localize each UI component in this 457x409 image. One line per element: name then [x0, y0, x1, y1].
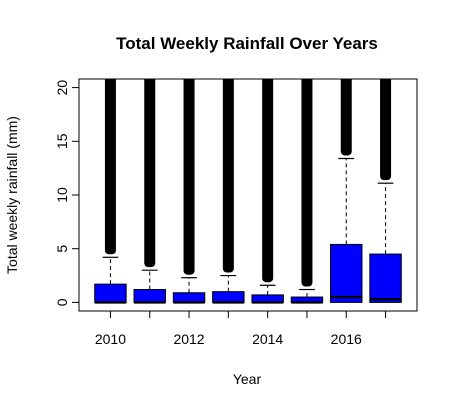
x-tick-label: 2012 — [173, 331, 204, 347]
x-tick-label: 2010 — [95, 331, 126, 347]
box-body-2012 — [172, 292, 206, 303]
box-2015 — [290, 79, 324, 304]
y-tick-label: 0 — [54, 298, 70, 306]
outlier-band-2016 — [340, 79, 352, 156]
plot-frame — [78, 78, 418, 312]
y-tick-label: 15 — [54, 133, 70, 149]
plot-area: 0 5 10 15 20 2010 2012 2014 2016 — [54, 78, 418, 347]
outlier-band-2017 — [380, 79, 392, 181]
box-body-2011 — [133, 289, 166, 303]
box-2014 — [251, 79, 284, 304]
outlier-band-2012 — [183, 79, 195, 275]
box-2011 — [133, 79, 166, 304]
box-body-2016 — [330, 243, 363, 303]
box-body-2010 — [94, 283, 127, 303]
outlier-band-2014 — [262, 79, 274, 283]
chart-title: Total Weekly Rainfall Over Years — [116, 34, 378, 53]
outlier-band-2013 — [222, 79, 234, 273]
box-2013 — [212, 79, 245, 304]
box-2012 — [172, 79, 206, 304]
box-body-2017 — [369, 253, 402, 303]
y-tick-label: 10 — [54, 187, 70, 203]
box-2016 — [330, 79, 363, 303]
outlier-band-2015 — [301, 79, 313, 287]
y-tick-label: 20 — [54, 80, 70, 96]
y-tick-label: 5 — [54, 245, 70, 253]
box-2010 — [94, 79, 127, 304]
y-axis-label: Total weekly rainfall (mm) — [4, 116, 20, 274]
x-tick-label: 2016 — [331, 331, 362, 347]
box-body-2013 — [212, 291, 245, 303]
outlier-band-2011 — [144, 79, 156, 268]
outlier-band-2010 — [104, 79, 116, 255]
box-2017 — [369, 79, 402, 303]
x-axis-label: Year — [233, 371, 262, 387]
x-tick-label: 2014 — [252, 331, 283, 347]
plot-inner — [94, 79, 402, 304]
